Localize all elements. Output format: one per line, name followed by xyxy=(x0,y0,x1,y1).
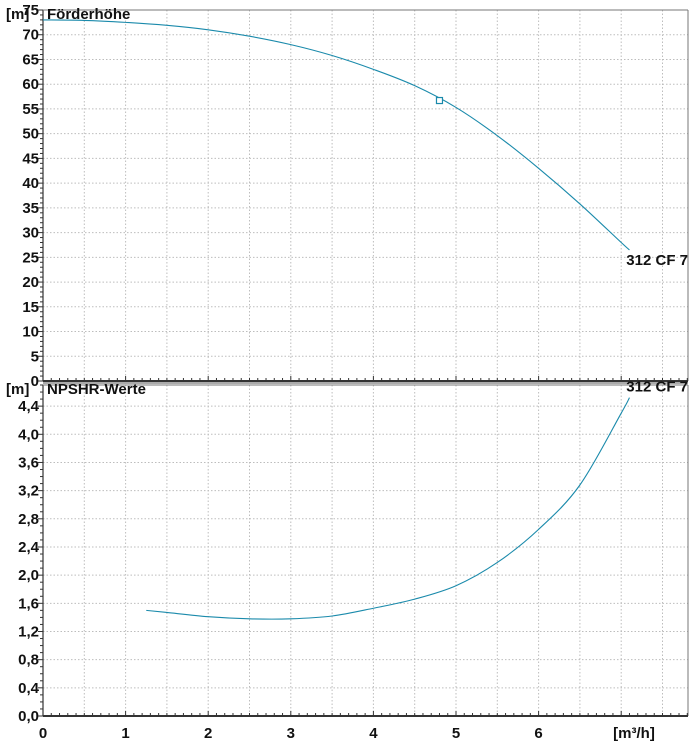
operating-point-marker xyxy=(435,96,444,105)
y-tick-label: 0,8 xyxy=(18,652,39,669)
y-tick-label: 3,6 xyxy=(18,454,39,471)
y-tick-label: 0,4 xyxy=(18,680,40,697)
series-label: 312 CF 7 xyxy=(626,252,688,269)
y-tick-label: 60 xyxy=(22,76,39,93)
x-tick-label: 1 xyxy=(121,725,129,742)
x-tick-label: 3 xyxy=(287,725,295,742)
y-tick-label: 75 xyxy=(22,2,39,19)
y-tick-label: 55 xyxy=(22,101,39,118)
y-tick-label: 4,4 xyxy=(18,398,40,415)
y-tick-label: 4,0 xyxy=(18,426,39,443)
x-tick-label: 0 xyxy=(39,725,47,742)
x-unit-label: [m³/h] xyxy=(613,725,655,742)
y-tick-label: 3,2 xyxy=(18,483,39,500)
y-tick-label: 2,0 xyxy=(18,567,39,584)
y-tick-label: 70 xyxy=(22,27,39,44)
x-tick-label: 5 xyxy=(452,725,460,742)
y-tick-label: 2,4 xyxy=(18,539,40,556)
y-tick-label: 40 xyxy=(22,175,39,192)
y-tick-label: 5 xyxy=(31,348,39,365)
x-tick-label: 2 xyxy=(204,725,212,742)
y-tick-label: 50 xyxy=(22,126,39,143)
y-tick-label: 0 xyxy=(31,373,39,390)
x-tick-label: 4 xyxy=(369,725,378,742)
x-tick-label: 6 xyxy=(534,725,542,742)
panel-title: NPSHR-Werte xyxy=(47,381,146,398)
y-tick-label: 35 xyxy=(22,200,39,217)
y-tick-label: 0,0 xyxy=(18,708,39,725)
y-tick-label: 15 xyxy=(22,299,39,316)
series-label: 312 CF 7 xyxy=(626,379,688,396)
y-tick-label: 30 xyxy=(22,225,39,242)
curve-npshr-312cf7 xyxy=(146,397,630,620)
curve-head-312cf7 xyxy=(42,19,630,251)
y-tick-label: 1,2 xyxy=(18,623,39,640)
y-tick-label: 10 xyxy=(22,324,39,341)
y-tick-label: 20 xyxy=(22,274,39,291)
y-tick-label: 2,8 xyxy=(18,511,39,528)
panel-title: Förderhöhe xyxy=(47,6,130,23)
y-tick-label: 45 xyxy=(22,150,39,167)
y-unit-label: [m] xyxy=(6,6,29,23)
y-tick-label: 25 xyxy=(22,249,39,266)
y-tick-label: 65 xyxy=(22,51,39,68)
y-tick-label: 1,6 xyxy=(18,595,39,612)
y-unit-label: [m] xyxy=(6,381,29,398)
